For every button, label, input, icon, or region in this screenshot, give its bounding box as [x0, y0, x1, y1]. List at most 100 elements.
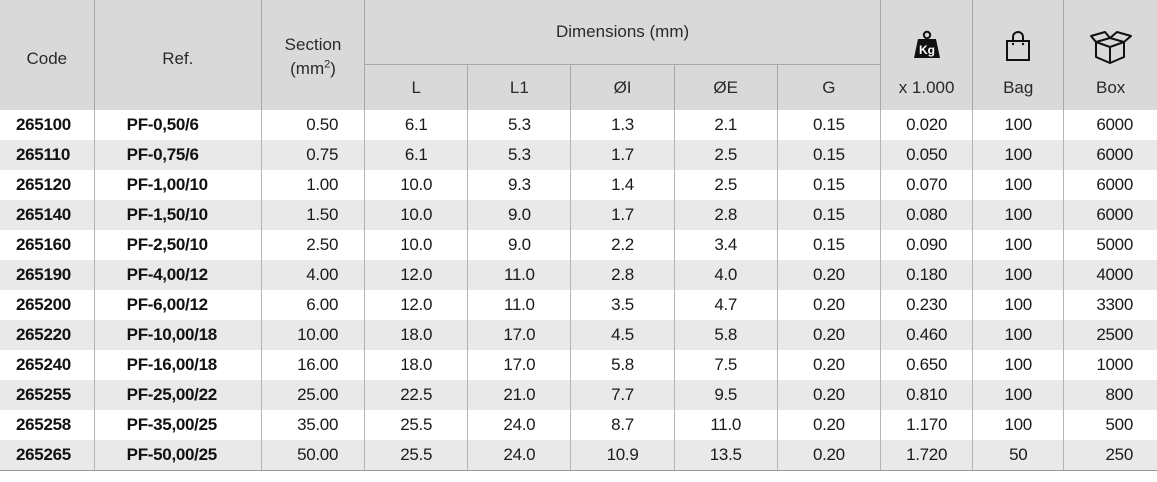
- open-box-icon: [1064, 30, 1157, 64]
- cell-section: 1.50: [260, 200, 366, 230]
- cell-dim-inner-diameter: 1.7: [570, 200, 675, 230]
- cell-weight: 0.650: [880, 350, 974, 380]
- cell-code: 265200: [0, 290, 95, 320]
- cell-dim-outer-diameter: 13.5: [673, 440, 778, 471]
- header-box-label: Box: [1096, 78, 1126, 97]
- cell-bag: 100: [972, 230, 1065, 260]
- header-section: Section (mm2): [260, 0, 366, 110]
- header-dimensions: Dimensions (mm): [364, 0, 882, 65]
- cell-dim-outer-diameter: 5.8: [673, 320, 778, 350]
- cell-bag: 100: [972, 410, 1065, 440]
- cell-weight: 0.460: [880, 320, 974, 350]
- cell-dim-outer-diameter: 2.1: [673, 110, 778, 140]
- cell-dim-inner-diameter: 4.5: [570, 320, 675, 350]
- cell-dim-inner-diameter: 8.7: [570, 410, 675, 440]
- cell-dim-l1: 9.0: [467, 200, 572, 230]
- cell-dim-outer-diameter: 2.8: [673, 200, 778, 230]
- cell-dim-inner-diameter: 10.9: [570, 440, 675, 471]
- cell-box: 6000: [1063, 110, 1157, 140]
- cell-box: 5000: [1063, 230, 1157, 260]
- cell-dim-l: 10.0: [364, 170, 469, 200]
- cell-weight: 0.810: [880, 380, 974, 410]
- cell-dim-outer-diameter: 7.5: [673, 350, 778, 380]
- cell-ref: PF-1,00/10: [93, 170, 262, 200]
- cell-dim-inner-diameter: 3.5: [570, 290, 675, 320]
- header-box: Box: [1063, 0, 1157, 110]
- cell-dim-g: 0.15: [776, 200, 882, 230]
- cell-dim-outer-diameter: 11.0: [673, 410, 778, 440]
- cell-dim-l1: 24.0: [467, 440, 572, 471]
- cell-section: 10.00: [260, 320, 366, 350]
- cell-weight: 0.090: [880, 230, 974, 260]
- cell-code: 265265: [0, 440, 95, 471]
- cell-box: 6000: [1063, 170, 1157, 200]
- cell-bag: 100: [972, 170, 1065, 200]
- table-row: 265110 PF-0,75/6 0.75 6.1 5.3 1.7 2.5 0.15 0.050…: [0, 140, 1157, 170]
- table-row: 265160 PF-2,50/10 2.50 10.0 9.0 2.2 3.4 0.15 0.0…: [0, 230, 1157, 260]
- header-dim-outer-diameter: ØE: [673, 64, 778, 110]
- cell-dim-l1: 24.0: [467, 410, 572, 440]
- table-row: 265200 PF-6,00/12 6.00 12.0 11.0 3.5 4.7 0.20 0.…: [0, 290, 1157, 320]
- cell-dim-g: 0.20: [776, 260, 882, 290]
- cell-dim-g: 0.15: [776, 110, 882, 140]
- cell-bag: 100: [972, 260, 1065, 290]
- shopping-bag-icon: [973, 30, 1063, 64]
- cell-box: 800: [1063, 380, 1157, 410]
- cell-dim-l: 12.0: [364, 290, 469, 320]
- cell-ref: PF-10,00/18: [93, 320, 262, 350]
- cell-box: 6000: [1063, 140, 1157, 170]
- cell-code: 265190: [0, 260, 95, 290]
- cell-bag: 100: [972, 140, 1065, 170]
- cell-dim-g: 0.15: [776, 230, 882, 260]
- cell-ref: PF-25,00/22: [93, 380, 262, 410]
- cell-section: 4.00: [260, 260, 366, 290]
- cell-bag: 100: [972, 200, 1065, 230]
- cell-dim-l: 22.5: [364, 380, 469, 410]
- cell-dim-g: 0.15: [776, 170, 882, 200]
- cell-bag: 100: [972, 320, 1065, 350]
- cell-dim-g: 0.20: [776, 410, 882, 440]
- cell-dim-g: 0.15: [776, 140, 882, 170]
- table-row: 265265 PF-50,00/25 50.00 25.5 24.0 10.9 13.5 0.…: [0, 440, 1157, 471]
- header-section-line1: Section: [284, 34, 342, 54]
- header-bag-label: Bag: [1003, 78, 1034, 97]
- weight-kg-icon: Kg: [881, 30, 972, 64]
- cell-weight: 0.020: [880, 110, 974, 140]
- cell-dim-g: 0.20: [776, 320, 882, 350]
- cell-box: 3300: [1063, 290, 1157, 320]
- header-weight: Kg x 1.000: [880, 0, 974, 110]
- table-row: 265220 PF-10,00/18 10.00 18.0 17.0 4.5 5.8 0.20…: [0, 320, 1157, 350]
- cell-dim-l: 12.0: [364, 260, 469, 290]
- cell-dim-outer-diameter: 3.4: [673, 230, 778, 260]
- cell-ref: PF-35,00/25: [93, 410, 262, 440]
- cell-dim-g: 0.20: [776, 290, 882, 320]
- cell-bag: 100: [972, 380, 1065, 410]
- table-row: 265100 PF-0,50/6 0.50 6.1 5.3 1.3 2.1 0.15 0.020…: [0, 110, 1157, 140]
- product-spec-table: Code Ref. Section (mm2) Dimensions (mm) …: [0, 0, 1157, 471]
- cell-weight: 0.180: [880, 260, 974, 290]
- cell-weight: 0.080: [880, 200, 974, 230]
- cell-dim-l: 10.0: [364, 200, 469, 230]
- cell-dim-inner-diameter: 1.7: [570, 140, 675, 170]
- table-row: 265258 PF-35,00/25 35.00 25.5 24.0 8.7 11.0 0.2…: [0, 410, 1157, 440]
- cell-code: 265110: [0, 140, 95, 170]
- table-row: 265240 PF-16,00/18 16.00 18.0 17.0 5.8 7.5 0.20…: [0, 350, 1157, 380]
- cell-dim-outer-diameter: 2.5: [673, 140, 778, 170]
- cell-dim-l: 18.0: [364, 350, 469, 380]
- cell-dim-l1: 11.0: [467, 290, 572, 320]
- cell-code: 265160: [0, 230, 95, 260]
- cell-dim-inner-diameter: 2.8: [570, 260, 675, 290]
- cell-dim-l: 10.0: [364, 230, 469, 260]
- cell-section: 16.00: [260, 350, 366, 380]
- cell-ref: PF-4,00/12: [93, 260, 262, 290]
- cell-box: 4000: [1063, 260, 1157, 290]
- cell-ref: PF-1,50/10: [93, 200, 262, 230]
- header-code: Code: [0, 0, 95, 110]
- header-dim-inner-diameter: ØI: [570, 64, 675, 110]
- cell-dim-inner-diameter: 1.3: [570, 110, 675, 140]
- cell-code: 265258: [0, 410, 95, 440]
- cell-code: 265120: [0, 170, 95, 200]
- cell-bag: 50: [972, 440, 1065, 471]
- svg-text:Kg: Kg: [919, 43, 935, 57]
- table-row: 265190 PF-4,00/12 4.00 12.0 11.0 2.8 4.0 0.20 0.…: [0, 260, 1157, 290]
